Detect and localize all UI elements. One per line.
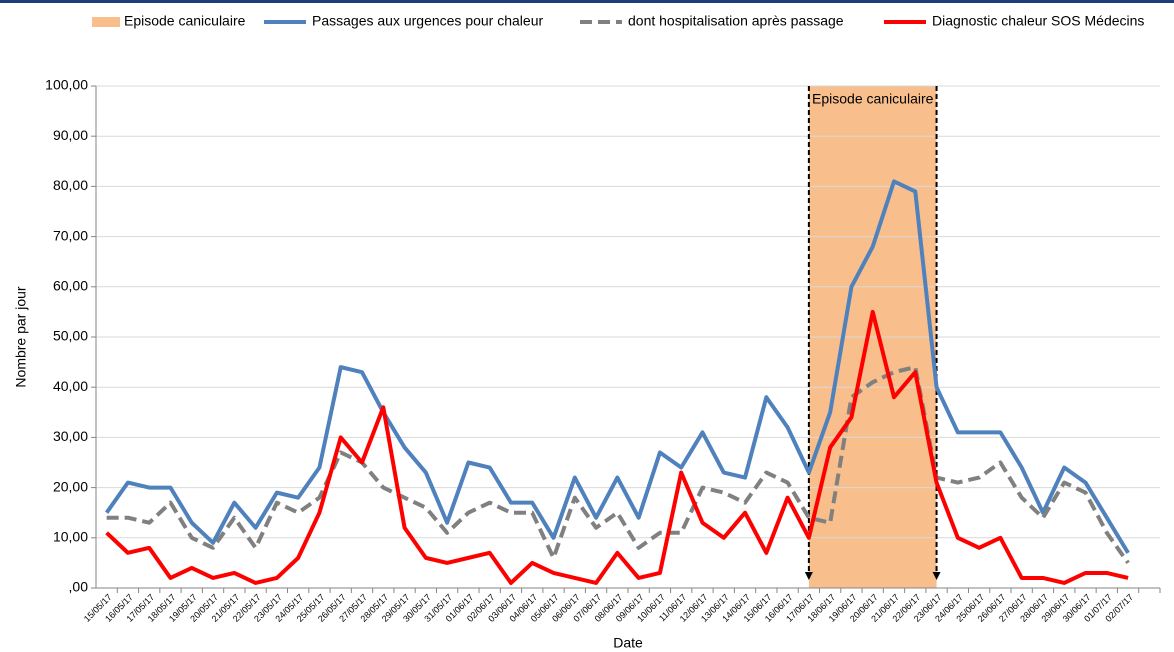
series-line [105,309,1129,585]
y-axis-label: Nombre par jour [13,286,29,387]
y-tick-label: ,00 [69,579,89,595]
legend-label: Episode caniculaire [124,13,246,29]
series-line [106,365,1130,565]
episode-arrow [932,572,941,580]
legend-label: Passages aux urgences pour chaleur [312,13,543,29]
legend-label: Diagnostic chaleur SOS Médecins [932,13,1144,29]
episode-label: Episode caniculaire [812,91,934,107]
y-tick-label: 40,00 [53,378,88,394]
y-tick-label: 80,00 [53,177,88,193]
y-tick-label: 70,00 [53,227,88,243]
top-bar [0,0,1174,3]
legend-swatch [92,17,120,27]
y-tick-label: 20,00 [53,478,88,494]
y-tick-label: 50,00 [53,328,88,344]
y-tick-label: 10,00 [53,529,88,545]
legend-label: dont hospitalisation après passage [628,13,844,29]
y-tick-label: 60,00 [53,278,88,294]
y-tick-label: 90,00 [53,127,88,143]
y-tick-label: 30,00 [53,428,88,444]
y-tick-label: 100,00 [45,77,88,93]
episode-arrow [804,572,813,580]
series-line [105,179,1130,554]
x-axis-label: Date [613,635,643,651]
